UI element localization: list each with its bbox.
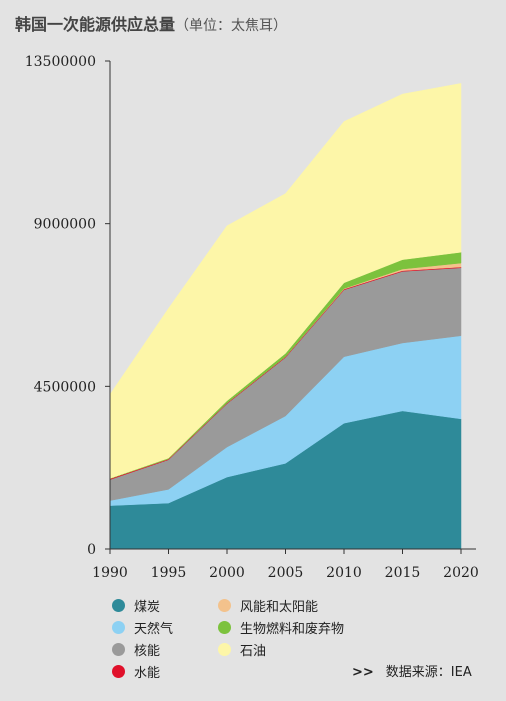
legend-label: 风能和太阳能 <box>240 600 319 615</box>
source-note: >> 数据来源：IEA <box>352 661 472 680</box>
legend-label: 核能 <box>134 644 161 659</box>
legend-item: 石油 <box>218 640 266 659</box>
x-tick-label: 2015 <box>385 565 421 581</box>
legend-swatch <box>112 599 125 612</box>
legend-swatch <box>218 643 231 656</box>
chart: 0 4500000 9000000 13500000 1990 1995 2000 2005 2… <box>25 54 479 581</box>
legend-item: 生物燃料和废弃物 <box>218 618 344 637</box>
legend-swatch <box>218 599 231 612</box>
source-arrows: >> <box>352 665 374 680</box>
x-tick-label: 2020 <box>443 565 479 581</box>
legend-item: 煤炭 <box>112 596 160 615</box>
legend-swatch <box>112 643 125 656</box>
x-tick-label: 1990 <box>92 565 128 581</box>
chart-title: 韩国一次能源供应总量 <box>15 15 176 34</box>
legend-label: 天然气 <box>134 622 174 637</box>
legend-label: 生物燃料和废弃物 <box>240 622 345 637</box>
y-tick-label: 9000000 <box>34 217 96 233</box>
x-tick-label: 2010 <box>326 565 362 581</box>
legend-label: 煤炭 <box>134 600 161 615</box>
page-title: 韩国一次能源供应总量（单位：太焦耳） <box>15 11 287 35</box>
legend-swatch <box>112 621 125 634</box>
legend-label: 石油 <box>240 644 267 659</box>
legend-swatch <box>218 621 231 634</box>
axes: 0 4500000 9000000 13500000 1990 1995 2000 2005 2… <box>25 54 479 581</box>
legend-label: 水能 <box>134 666 161 681</box>
legend-item: 风能和太阳能 <box>218 596 318 615</box>
x-tick-label: 1995 <box>151 565 187 581</box>
area-layers <box>109 83 462 550</box>
legend-item: 核能 <box>112 640 160 659</box>
x-tick-label: 2000 <box>209 565 245 581</box>
chart-unit: （单位：太焦耳） <box>175 18 288 34</box>
area-series-6 <box>109 83 462 479</box>
y-tick-label: 0 <box>87 542 96 558</box>
y-tick-label: 4500000 <box>34 379 96 395</box>
legend-item: 天然气 <box>112 618 173 637</box>
x-tick-label: 2005 <box>268 565 304 581</box>
source-label: 数据来源：IEA <box>385 665 472 680</box>
legend-swatch <box>112 665 125 678</box>
legend-item: 水能 <box>112 662 160 681</box>
y-tick-label: 13500000 <box>25 54 96 70</box>
